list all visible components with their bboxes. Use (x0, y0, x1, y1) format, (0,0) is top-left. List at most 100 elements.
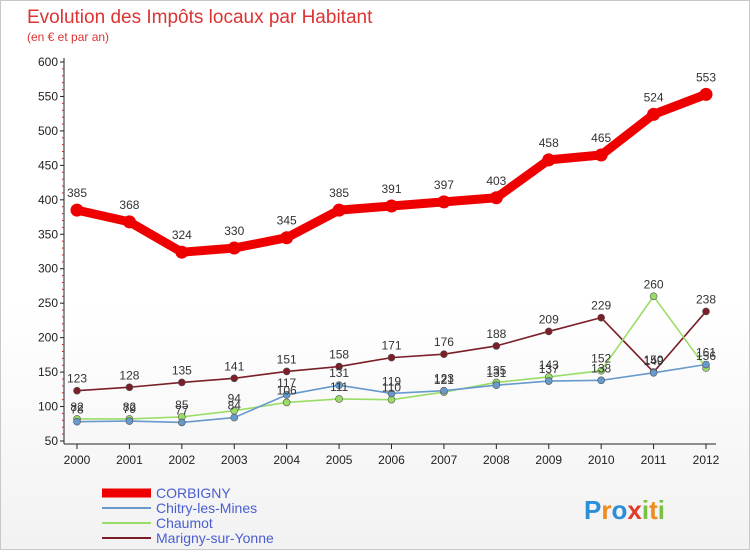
data-point-corbigny (333, 204, 346, 217)
legend-label-corbigny: CORBIGNY (156, 485, 231, 501)
logo-letter: r (601, 495, 611, 525)
y-tick-label: 100 (38, 400, 58, 414)
x-tick-label: 2006 (378, 453, 405, 467)
data-label-chitry-les-mines: 84 (228, 399, 242, 413)
data-label-chitry-les-mines: 119 (382, 374, 401, 388)
data-label-corbigny: 385 (329, 186, 349, 200)
y-tick-label: 150 (38, 365, 58, 379)
data-point-chitry-les-mines (650, 369, 657, 376)
x-tick-label: 2002 (168, 453, 195, 467)
data-point-marigny-sur-yonne (231, 375, 238, 382)
y-tick-label: 350 (38, 227, 58, 241)
data-label-marigny-sur-yonne: 158 (329, 348, 349, 362)
line-chart: Evolution des Impôts locaux par Habitant… (1, 1, 750, 551)
x-tick-label: 2009 (535, 453, 562, 467)
data-point-corbigny (71, 204, 84, 217)
y-tick-label: 400 (38, 193, 58, 207)
data-point-marigny-sur-yonne (440, 351, 447, 358)
y-tick-label: 550 (38, 89, 58, 103)
data-label-corbigny: 553 (696, 70, 716, 84)
axes: 50 100 150 200 250 300 350 400 450 500 550 600 2000 2… (38, 55, 720, 467)
data-point-corbigny (385, 200, 398, 213)
data-label-marigny-sur-yonne: 229 (591, 299, 611, 313)
y-tick-label: 250 (38, 296, 58, 310)
data-label-marigny-sur-yonne: 171 (381, 339, 401, 353)
logo-letter: t (649, 495, 658, 525)
data-label-chitry-les-mines: 123 (434, 372, 454, 386)
data-point-corbigny (228, 242, 241, 255)
chart-title: Evolution des Impôts locaux par Habitant (27, 7, 373, 28)
data-label-chitry-les-mines: 79 (123, 402, 137, 416)
legend: CORBIGNYChitry-les-MinesChaumotMarigny-s… (102, 485, 274, 546)
logo-letter: P (584, 495, 601, 525)
logo-letter: i (642, 495, 649, 525)
data-label-chitry-les-mines: 131 (329, 366, 349, 380)
logo-letter: x (627, 495, 642, 525)
data-point-chitry-les-mines (126, 418, 133, 425)
data-point-chitry-les-mines (598, 377, 605, 384)
data-point-marigny-sur-yonne (545, 328, 552, 335)
data-point-marigny-sur-yonne (126, 384, 133, 391)
data-point-chaumot (650, 293, 657, 300)
legend-label-marigny-sur-yonne: Marigny-sur-Yonne (156, 530, 274, 546)
data-point-chitry-les-mines (231, 414, 238, 421)
x-tick-label: 2011 (641, 453, 667, 467)
data-point-corbigny (123, 215, 136, 228)
chart-subtitle: (en € et par an) (27, 30, 109, 44)
data-label-corbigny: 524 (644, 90, 664, 104)
x-tick-label: 2007 (431, 453, 458, 467)
data-label-marigny-sur-yonne: 209 (539, 312, 559, 326)
data-label-marigny-sur-yonne: 238 (696, 292, 716, 306)
data-label-corbigny: 330 (224, 224, 244, 238)
data-point-marigny-sur-yonne (283, 368, 290, 375)
data-label-corbigny: 368 (119, 198, 139, 212)
y-tick-label: 600 (38, 55, 58, 69)
y-tick-label: 300 (38, 262, 58, 276)
legend-label-chitry-les-mines: Chitry-les-Mines (156, 500, 257, 516)
data-point-corbigny (490, 191, 503, 204)
data-label-chaumot: 260 (644, 277, 664, 291)
data-label-chitry-les-mines: 138 (591, 361, 611, 375)
data-label-corbigny: 385 (67, 186, 87, 200)
data-label-corbigny: 391 (381, 182, 401, 196)
y-tick-label: 450 (38, 158, 58, 172)
data-label-chitry-les-mines: 161 (696, 346, 716, 360)
logo-letter: i (658, 495, 665, 525)
proxiti-logo: Proxiti (584, 495, 665, 525)
data-label-corbigny: 403 (486, 174, 506, 188)
data-label-corbigny: 324 (172, 228, 192, 242)
data-label-chitry-les-mines: 137 (539, 362, 559, 376)
data-label-corbigny: 397 (434, 178, 454, 192)
data-point-corbigny (647, 108, 660, 121)
x-tick-label: 2012 (693, 453, 720, 467)
x-tick-label: 2005 (326, 453, 353, 467)
data-label-chitry-les-mines: 117 (277, 376, 296, 390)
data-point-corbigny (700, 88, 713, 101)
x-tick-label: 2001 (116, 453, 143, 467)
data-point-chaumot (336, 395, 343, 402)
data-label-corbigny: 345 (277, 214, 297, 228)
data-label-marigny-sur-yonne: 128 (119, 368, 139, 382)
data-label-chitry-les-mines: 149 (644, 354, 664, 368)
y-tick-label: 200 (38, 331, 58, 345)
data-point-corbigny (542, 153, 555, 166)
data-point-chitry-les-mines (440, 387, 447, 394)
data-label-marigny-sur-yonne: 123 (67, 372, 87, 386)
data-point-chaumot (283, 399, 290, 406)
data-point-chitry-les-mines (493, 382, 500, 389)
y-tick-label: 50 (45, 434, 59, 448)
data-point-marigny-sur-yonne (493, 342, 500, 349)
data-point-marigny-sur-yonne (703, 308, 710, 315)
data-point-corbigny (175, 246, 188, 259)
data-label-chitry-les-mines: 77 (175, 403, 189, 417)
data-label-marigny-sur-yonne: 151 (277, 352, 297, 366)
x-tick-label: 2000 (64, 453, 91, 467)
data-point-marigny-sur-yonne (388, 354, 395, 361)
data-point-marigny-sur-yonne (178, 379, 185, 386)
x-tick-label: 2003 (221, 453, 248, 467)
data-point-marigny-sur-yonne (74, 387, 81, 394)
data-label-corbigny: 465 (591, 131, 611, 145)
data-point-chitry-les-mines (545, 378, 552, 385)
y-tick-label: 500 (38, 124, 58, 138)
x-tick-label: 2008 (483, 453, 510, 467)
